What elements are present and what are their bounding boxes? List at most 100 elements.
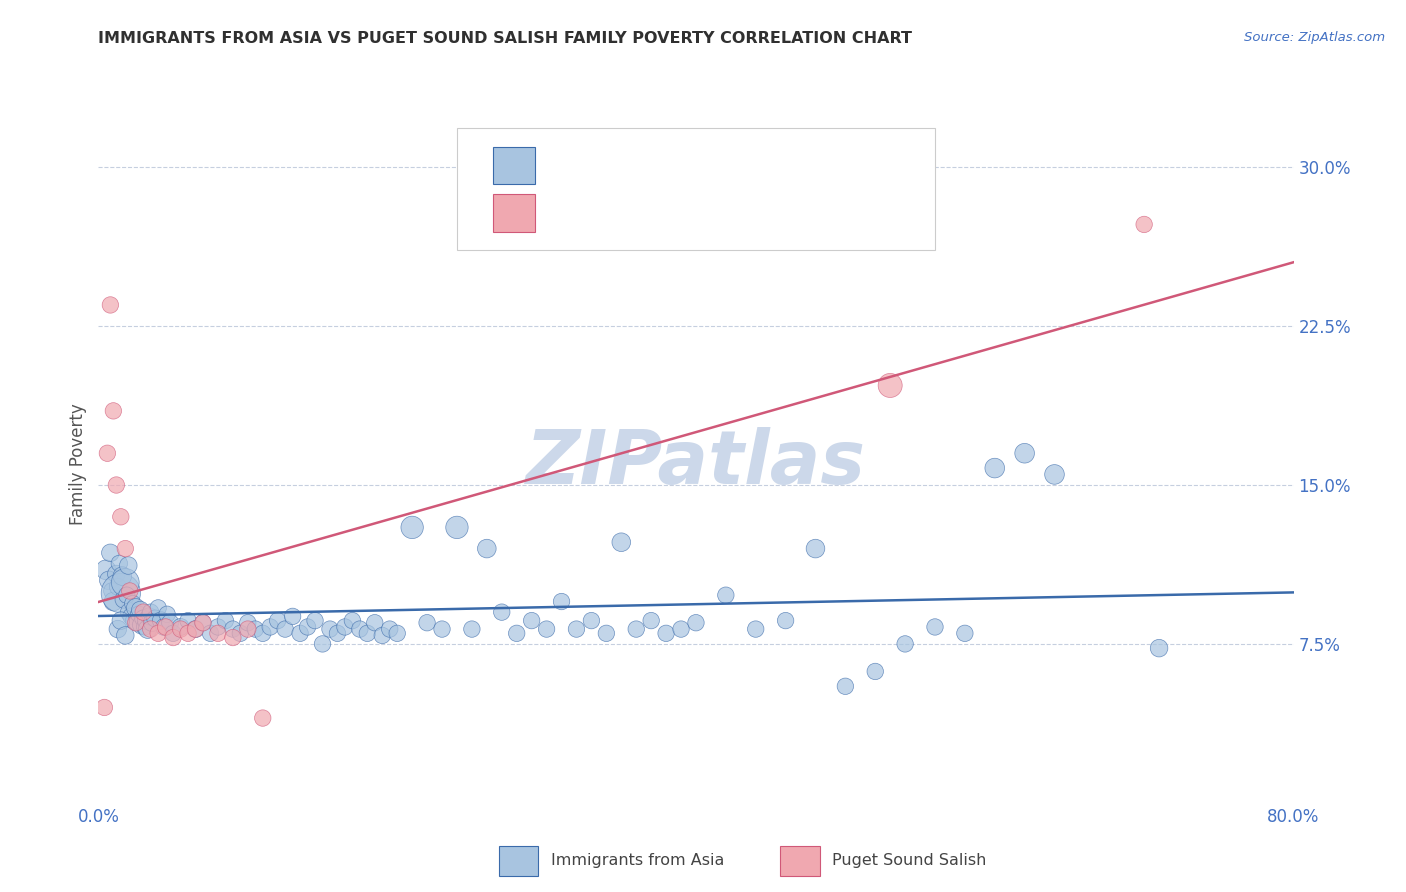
Point bbox=[184, 622, 207, 636]
Point bbox=[129, 603, 152, 617]
Text: N =: N = bbox=[720, 204, 751, 222]
Point bbox=[342, 614, 364, 628]
Point bbox=[150, 614, 173, 628]
Point bbox=[124, 614, 146, 628]
Point bbox=[364, 615, 387, 630]
Point bbox=[148, 601, 170, 615]
Point bbox=[207, 620, 229, 634]
Point bbox=[349, 622, 371, 636]
Point bbox=[304, 614, 326, 628]
Point bbox=[125, 601, 148, 615]
Point bbox=[112, 592, 135, 607]
Point bbox=[1043, 467, 1066, 482]
Point bbox=[177, 626, 200, 640]
Point bbox=[111, 569, 134, 583]
Point bbox=[401, 520, 423, 534]
Point bbox=[110, 614, 132, 628]
Point bbox=[879, 378, 901, 392]
Text: N =: N = bbox=[720, 157, 751, 175]
Point bbox=[685, 615, 707, 630]
Point bbox=[865, 665, 887, 679]
Point bbox=[184, 622, 207, 636]
Point bbox=[107, 580, 129, 594]
Point bbox=[127, 615, 149, 630]
Point bbox=[125, 615, 148, 630]
Point bbox=[97, 574, 120, 588]
Point bbox=[134, 620, 156, 634]
Point bbox=[191, 615, 214, 630]
Text: Source: ZipAtlas.com: Source: ZipAtlas.com bbox=[1244, 31, 1385, 45]
Point bbox=[110, 509, 132, 524]
Point bbox=[148, 626, 170, 640]
Point bbox=[1133, 218, 1156, 232]
Text: R =: R = bbox=[547, 204, 578, 222]
Point bbox=[131, 617, 153, 632]
Text: 24: 24 bbox=[773, 204, 797, 222]
Point bbox=[953, 626, 976, 640]
Point bbox=[1147, 641, 1170, 656]
FancyBboxPatch shape bbox=[494, 147, 534, 185]
Point bbox=[159, 615, 181, 630]
Point bbox=[385, 626, 409, 640]
Point bbox=[118, 583, 141, 598]
Point bbox=[461, 622, 484, 636]
Text: R =: R = bbox=[547, 157, 578, 175]
Point bbox=[326, 626, 349, 640]
Point bbox=[640, 614, 662, 628]
Text: IMMIGRANTS FROM ASIA VS PUGET SOUND SALISH FAMILY POVERTY CORRELATION CHART: IMMIGRANTS FROM ASIA VS PUGET SOUND SALI… bbox=[98, 31, 912, 46]
Point bbox=[491, 605, 513, 619]
Point bbox=[245, 622, 267, 636]
Point bbox=[200, 626, 222, 640]
Point bbox=[141, 615, 163, 630]
Point bbox=[983, 461, 1005, 475]
Point bbox=[98, 546, 122, 560]
Point bbox=[229, 626, 252, 640]
Point bbox=[115, 588, 138, 602]
Point bbox=[506, 626, 529, 640]
Point bbox=[121, 597, 143, 611]
Point bbox=[114, 541, 136, 556]
Point bbox=[595, 626, 617, 640]
Point bbox=[894, 637, 917, 651]
Point bbox=[416, 615, 439, 630]
Point bbox=[103, 404, 125, 418]
Point bbox=[136, 622, 159, 636]
Point bbox=[745, 622, 768, 636]
Point bbox=[128, 607, 150, 622]
Point bbox=[114, 628, 136, 642]
FancyBboxPatch shape bbox=[457, 128, 935, 251]
Text: -0.146: -0.146 bbox=[595, 157, 654, 175]
Point bbox=[138, 609, 160, 624]
Point bbox=[169, 622, 191, 636]
Point bbox=[252, 711, 274, 725]
Text: 103: 103 bbox=[773, 157, 808, 175]
Point bbox=[169, 620, 191, 634]
Point bbox=[135, 614, 157, 628]
Point bbox=[207, 626, 229, 640]
Point bbox=[132, 611, 155, 625]
Point bbox=[101, 583, 124, 598]
Point bbox=[520, 614, 543, 628]
Point bbox=[624, 622, 647, 636]
Point bbox=[924, 620, 946, 634]
Point bbox=[371, 628, 394, 642]
Text: Immigrants from Asia: Immigrants from Asia bbox=[551, 854, 724, 868]
Point bbox=[267, 614, 290, 628]
Point bbox=[565, 622, 588, 636]
Text: Puget Sound Salish: Puget Sound Salish bbox=[832, 854, 987, 868]
Point bbox=[581, 614, 603, 628]
Point bbox=[311, 637, 333, 651]
FancyBboxPatch shape bbox=[494, 194, 534, 232]
Point bbox=[610, 535, 633, 549]
Point bbox=[333, 620, 356, 634]
Point bbox=[93, 700, 115, 714]
Point bbox=[834, 679, 856, 693]
Point bbox=[669, 622, 692, 636]
Point bbox=[252, 626, 274, 640]
Point bbox=[356, 626, 378, 640]
Point bbox=[132, 605, 155, 619]
Point bbox=[96, 446, 118, 460]
Point bbox=[153, 620, 176, 634]
Point bbox=[222, 622, 245, 636]
Point bbox=[120, 609, 142, 624]
